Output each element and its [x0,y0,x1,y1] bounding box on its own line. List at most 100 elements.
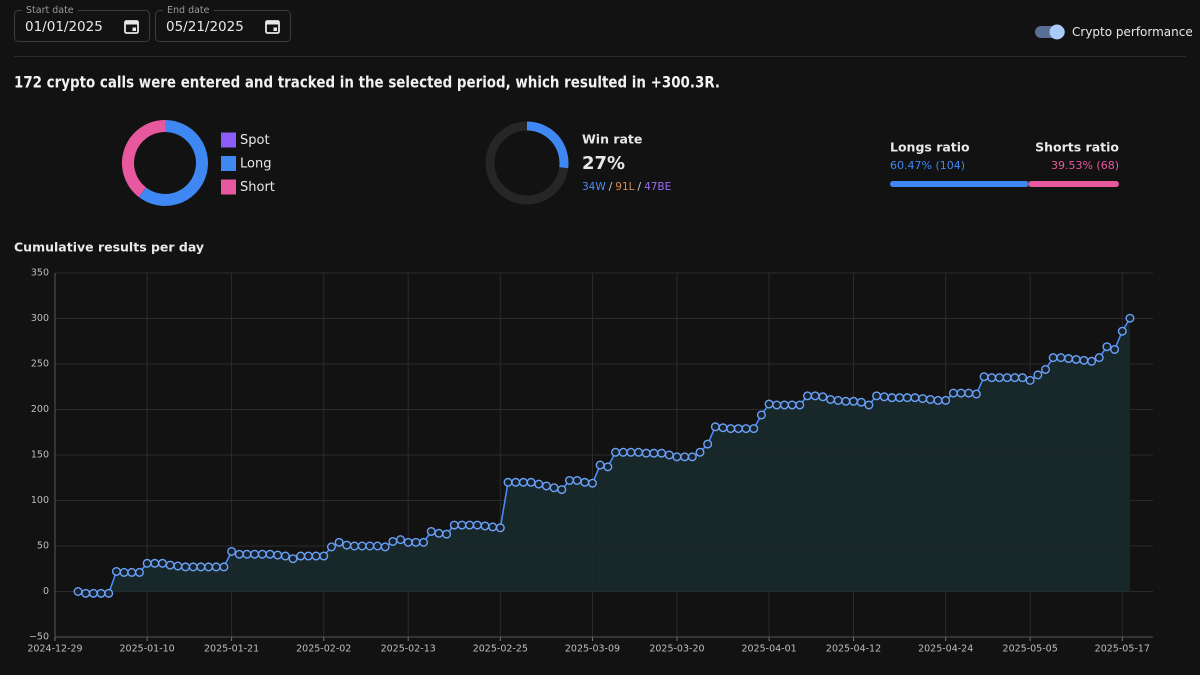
point [918,394,928,404]
point [948,388,958,398]
point [265,549,275,559]
point [449,520,459,530]
point [987,373,997,383]
point [787,400,797,410]
end-date-input[interactable]: End date 05/21/2025 [155,5,291,42]
point [802,391,812,401]
y-tick-label: 50 [37,541,49,552]
point [334,537,344,547]
breakdown-separator: / [609,181,613,193]
x-tick-label: 2025-05-05 [1003,644,1058,655]
point [1125,313,1135,323]
gauge-value: 27% [582,153,625,174]
point [641,448,651,458]
point [1010,373,1020,383]
legend-swatch [221,179,236,195]
point [1025,375,1035,385]
point [695,447,705,457]
input-border [14,10,150,42]
point [534,479,544,489]
point [611,447,621,457]
point [119,567,129,577]
point [127,567,137,577]
point [227,546,237,556]
input-value: 05/21/2025 [166,19,244,35]
point [403,537,413,547]
legend-label: Long [240,157,271,172]
point [764,399,774,409]
point [372,541,382,551]
toggle[interactable]: Crypto performance [1035,24,1193,40]
point [718,423,728,433]
point [541,481,551,491]
point [994,373,1004,383]
point [1056,353,1066,363]
point [250,549,260,559]
point [626,447,636,457]
legend-label: Short [240,180,275,195]
point [257,549,267,559]
toggle-knob [1049,24,1065,40]
point [879,392,889,402]
point [150,558,160,568]
input-value: 01/01/2025 [25,19,103,35]
point [111,566,121,576]
point [204,562,214,572]
point [902,393,912,403]
point [349,541,359,551]
icon-day [273,27,277,31]
point [864,400,874,410]
point [779,400,789,410]
toggle-label: Crypto performance [1072,25,1193,39]
calendar-icon[interactable] [124,20,139,34]
point [733,424,743,434]
point [73,587,83,597]
input-label: End date [167,5,210,16]
y-tick-label: −50 [29,632,49,643]
point [895,393,905,403]
point [465,520,475,530]
point [288,554,298,564]
point [933,395,943,405]
point [572,475,582,485]
point [442,529,452,539]
point [549,483,559,493]
start-date-input[interactable]: Start date 01/01/2025 [14,5,150,42]
point [664,450,674,460]
y-tick-label: 250 [31,359,49,370]
x-tick-label: 2025-04-12 [826,644,881,655]
point [365,541,375,551]
ratio-label: 60.47% (104) [890,159,965,172]
ratio-name: Longs ratio [890,140,970,155]
y-tick-label: 150 [31,450,49,461]
point [634,447,644,457]
point [587,478,597,488]
point [603,462,613,472]
point [134,567,144,577]
point [303,551,313,561]
point [826,394,836,404]
point [1041,364,1051,374]
point [495,523,505,533]
point [426,526,436,536]
point [165,560,175,570]
point [488,522,498,532]
point [503,477,513,487]
y-tick-label: 300 [31,313,49,324]
point [1087,356,1097,366]
area [78,318,1130,594]
point [242,549,252,559]
label-gap [22,8,78,13]
calendar-icon[interactable] [265,20,280,34]
y-tick-label: 100 [31,495,49,506]
point [211,562,221,572]
point [1048,353,1058,363]
ratio-bar [1028,181,1119,187]
point [196,562,206,572]
point [856,397,866,407]
ratio-label: 39.53% (68) [1051,159,1119,172]
point [818,392,828,402]
point [326,542,336,552]
x-tick-label: 2025-03-20 [649,644,704,655]
